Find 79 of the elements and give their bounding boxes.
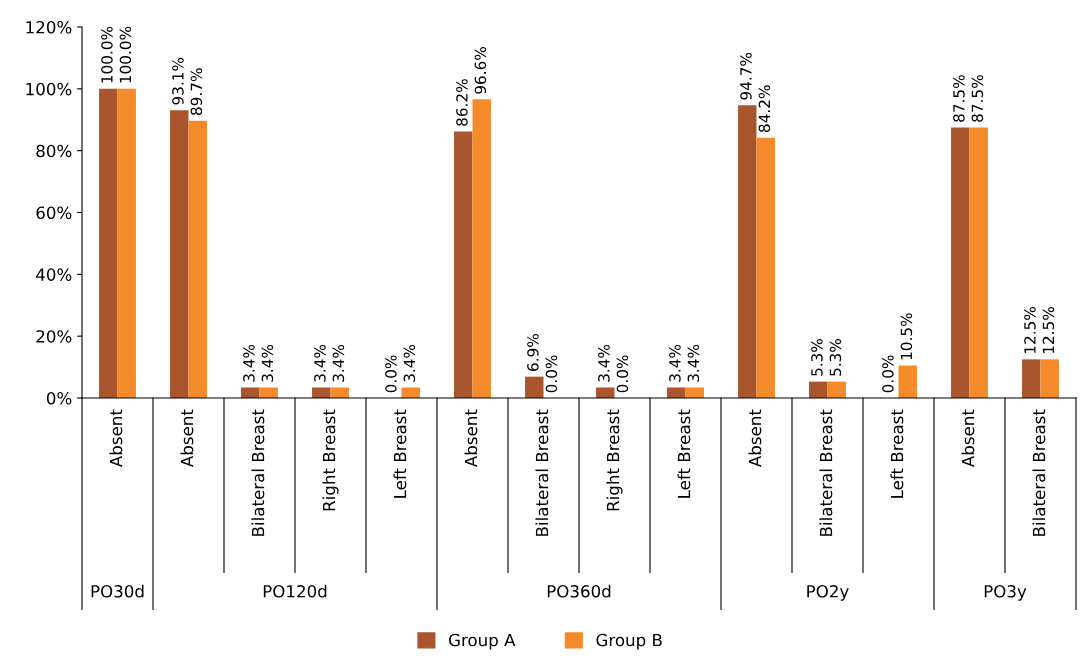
data-label: 3.4% <box>332 344 345 382</box>
x-tick-label: Absent <box>748 409 762 468</box>
data-label: 3.4% <box>261 344 274 382</box>
x-tick-label: Absent <box>109 409 123 468</box>
data-label: 0.0% <box>882 355 894 393</box>
y-tick-label: 80% <box>36 144 72 158</box>
bar <box>898 365 917 398</box>
text: PO30d <box>91 584 144 598</box>
data-label: 100.0% <box>101 26 113 83</box>
x-tick-label: Bilateral Breast <box>819 409 833 536</box>
data-label: 0.0% <box>616 355 629 393</box>
text: PO3y <box>984 585 1027 601</box>
bar <box>756 137 775 398</box>
bar <box>330 387 349 398</box>
bar <box>401 387 420 398</box>
data-label: 10.5% <box>900 313 913 360</box>
x-tick-label: Right Breast <box>322 409 339 511</box>
bar <box>170 110 189 398</box>
data-label: 3.4% <box>598 344 610 382</box>
data-label: 94.7% <box>740 52 752 100</box>
bar <box>99 88 118 398</box>
bar <box>312 387 331 398</box>
legend-label: Group A <box>448 633 516 650</box>
text: PO360d <box>547 584 611 598</box>
bar <box>738 105 757 398</box>
text: PO2y <box>807 585 849 601</box>
bar <box>525 376 544 398</box>
data-label: 12.5% <box>1042 307 1055 354</box>
data-label: 84.2% <box>758 85 771 133</box>
data-label: 12.5% <box>1024 307 1036 354</box>
bar <box>472 99 491 398</box>
data-label: 86.2% <box>456 79 468 126</box>
x-tick-label: Bilateral Breast <box>251 409 265 536</box>
y-tick-label: 40% <box>36 268 72 281</box>
bar <box>259 387 278 398</box>
x-tick-label: Right Breast <box>606 409 623 511</box>
legend-label: Group B <box>596 633 662 650</box>
data-label: 3.4% <box>403 344 416 382</box>
data-label: 3.4% <box>243 344 255 382</box>
bar <box>241 387 260 398</box>
data-label: 3.4% <box>314 344 326 382</box>
y-tick-label: 20% <box>36 330 72 343</box>
bar <box>188 120 207 398</box>
bar <box>596 387 615 398</box>
data-label: 3.4% <box>687 344 700 382</box>
bar <box>951 127 970 398</box>
y-tick-label: 0% <box>46 391 72 405</box>
x-tick-label: Absent <box>464 409 478 468</box>
x-tick-label: Bilateral Breast <box>1032 409 1046 536</box>
bar <box>667 387 686 398</box>
bar <box>1022 359 1041 398</box>
data-label: 87.5% <box>953 75 965 122</box>
data-label: 87.5% <box>971 75 984 122</box>
y-tick-label: 120% <box>26 20 72 34</box>
bar <box>969 127 988 398</box>
data-label: 6.9% <box>527 334 539 371</box>
x-tick-label: Left Breast <box>890 409 904 498</box>
x-tick-label: Absent <box>180 409 194 468</box>
x-tick-label: Bilateral Breast <box>535 409 549 536</box>
data-label: 5.3% <box>811 339 823 376</box>
bar <box>1040 359 1059 398</box>
text: PO120d <box>263 584 327 598</box>
x-tick-label: Absent <box>961 409 975 468</box>
data-label: 0.0% <box>385 355 397 393</box>
x-tick-label: Left Breast <box>393 409 407 498</box>
bar <box>827 381 846 398</box>
data-label: 89.7% <box>190 68 203 115</box>
bar <box>117 88 136 398</box>
data-label: 5.3% <box>829 339 842 376</box>
x-tick-label: Left Breast <box>677 409 691 498</box>
y-tick-label: 100% <box>26 82 72 96</box>
data-label: 96.6% <box>474 47 487 94</box>
bar <box>685 387 704 398</box>
data-label: 0.0% <box>545 355 558 393</box>
data-label: 100.0% <box>119 26 132 83</box>
data-label: 93.1% <box>172 57 184 105</box>
bar <box>454 131 473 398</box>
data-label: 3.4% <box>669 344 681 382</box>
y-tick-label: 60% <box>36 206 72 220</box>
